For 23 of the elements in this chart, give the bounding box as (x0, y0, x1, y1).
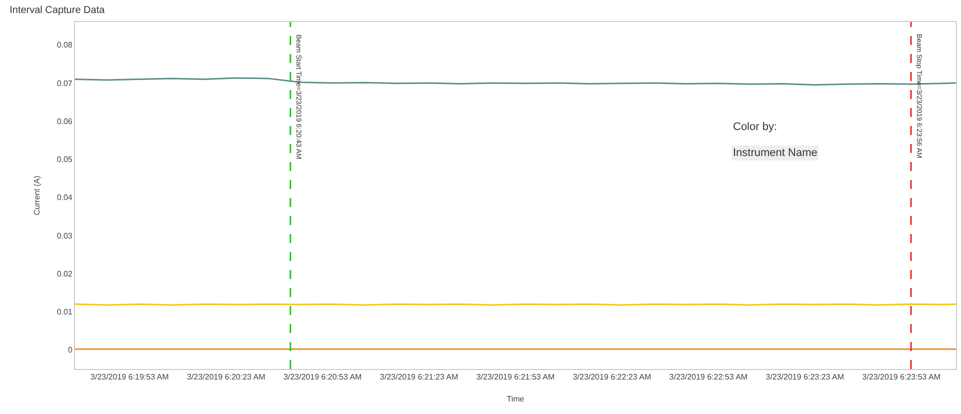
y-tick-label: 0 (68, 346, 73, 355)
x-tick-label: 3/23/2019 6:23:23 AM (766, 372, 844, 382)
y-axis-title: Current (A) (32, 175, 42, 216)
y-tick-label: 0.04 (56, 193, 73, 202)
x-tick-label: 3/23/2019 6:20:53 AM (283, 372, 362, 382)
chart-title: Interval Capture Data (10, 5, 106, 16)
annotation: Instrument Name (733, 147, 818, 159)
y-tick-label: 0.02 (56, 269, 73, 278)
x-axis-title: Time (506, 394, 525, 404)
x-tick-label: 3/23/2019 6:23:53 AM (862, 372, 941, 382)
x-tick-label: 3/23/2019 6:21:23 AM (380, 372, 459, 382)
x-tick-label: 3/23/2019 6:22:53 AM (669, 372, 748, 382)
x-tick-label: 3/23/2019 6:19:53 AM (90, 372, 170, 382)
x-tick-label: 3/23/2019 6:20:23 AM (186, 372, 266, 382)
y-tick-label: 0.05 (56, 155, 73, 164)
y-tick-label: 0.01 (56, 308, 73, 317)
y-tick-label: 0.03 (56, 231, 73, 240)
y-tick-label: 0.06 (56, 116, 73, 126)
annotation: Color by: (733, 121, 778, 133)
x-tick-label: 3/23/2019 6:21:53 AM (476, 372, 555, 382)
y-tick-label: 0.08 (56, 40, 73, 50)
y-tick-label: 0.07 (56, 78, 73, 88)
x-tick-label: 3/23/2019 6:22:23 AM (572, 372, 652, 382)
